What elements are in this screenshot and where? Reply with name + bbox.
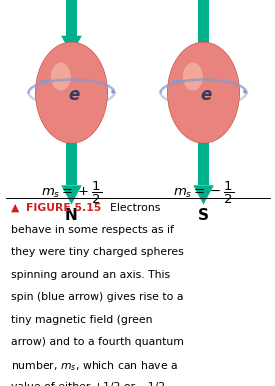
Circle shape	[169, 44, 237, 140]
Circle shape	[183, 63, 203, 91]
Circle shape	[199, 86, 206, 96]
Circle shape	[187, 69, 216, 110]
Circle shape	[170, 46, 235, 137]
Circle shape	[57, 72, 82, 107]
Text: ▲: ▲	[11, 203, 19, 213]
Circle shape	[48, 59, 91, 120]
Circle shape	[45, 55, 95, 125]
Text: $m_s = -\dfrac{1}{2}$: $m_s = -\dfrac{1}{2}$	[173, 179, 234, 206]
Polygon shape	[198, 0, 209, 55]
Text: number, $m_s$, which can have a: number, $m_s$, which can have a	[11, 359, 178, 373]
Circle shape	[63, 81, 77, 101]
Circle shape	[50, 62, 89, 117]
Text: S: S	[198, 208, 209, 223]
Circle shape	[189, 72, 214, 107]
Circle shape	[69, 90, 73, 95]
Circle shape	[67, 86, 74, 96]
Text: spin (blue arrow) gives rise to a: spin (blue arrow) gives rise to a	[11, 292, 183, 302]
Circle shape	[172, 48, 233, 134]
Circle shape	[65, 83, 76, 98]
Circle shape	[183, 64, 219, 115]
Text: behave in some respects as if: behave in some respects as if	[11, 225, 174, 235]
Circle shape	[43, 52, 97, 128]
Circle shape	[46, 57, 93, 122]
Polygon shape	[66, 0, 77, 36]
Circle shape	[36, 42, 107, 143]
Circle shape	[193, 78, 211, 103]
Circle shape	[174, 51, 231, 131]
Circle shape	[168, 42, 239, 143]
Circle shape	[36, 42, 107, 143]
Circle shape	[168, 42, 239, 143]
Text: $m_s = +\dfrac{1}{2}$: $m_s = +\dfrac{1}{2}$	[41, 179, 102, 206]
Circle shape	[191, 75, 212, 105]
Circle shape	[177, 55, 227, 125]
Circle shape	[51, 64, 87, 115]
Circle shape	[42, 51, 99, 131]
Text: arrow) and to a fourth quantum: arrow) and to a fourth quantum	[11, 337, 184, 347]
Text: e: e	[201, 86, 212, 104]
Polygon shape	[198, 130, 209, 185]
Text: Electrons: Electrons	[103, 203, 161, 213]
Circle shape	[185, 67, 217, 112]
Text: spinning around an axis. This: spinning around an axis. This	[11, 270, 170, 280]
Text: e: e	[69, 86, 80, 104]
Circle shape	[175, 52, 229, 128]
Polygon shape	[193, 185, 214, 205]
Text: value of either +1/2 or −1/2.: value of either +1/2 or −1/2.	[11, 382, 169, 386]
Circle shape	[37, 44, 105, 140]
Polygon shape	[61, 36, 82, 55]
Circle shape	[51, 63, 71, 91]
Circle shape	[40, 48, 101, 134]
Circle shape	[59, 75, 80, 105]
Circle shape	[53, 67, 85, 112]
Polygon shape	[66, 130, 77, 185]
Circle shape	[178, 57, 225, 122]
Text: they were tiny charged spheres: they were tiny charged spheres	[11, 247, 184, 257]
Circle shape	[55, 69, 84, 110]
Text: N: N	[65, 208, 78, 223]
Circle shape	[195, 81, 209, 101]
Text: FIGURE 5.15: FIGURE 5.15	[26, 203, 101, 213]
Circle shape	[39, 46, 103, 137]
Circle shape	[180, 59, 223, 120]
Polygon shape	[61, 185, 82, 205]
Circle shape	[197, 83, 208, 98]
Circle shape	[61, 78, 79, 103]
Circle shape	[182, 62, 221, 117]
Text: tiny magnetic field (green: tiny magnetic field (green	[11, 315, 153, 325]
Circle shape	[201, 90, 205, 95]
